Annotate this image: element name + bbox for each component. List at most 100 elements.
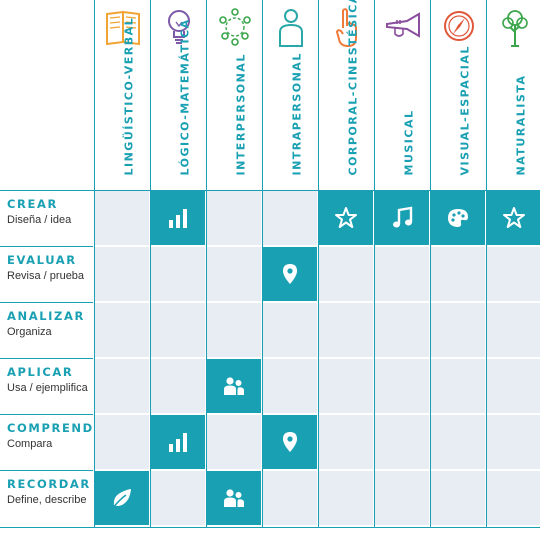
grid-cell	[262, 414, 318, 470]
grid-cell	[430, 190, 486, 246]
star-icon	[502, 206, 526, 230]
grid-cell	[318, 246, 374, 302]
column-header: MUSICAL	[374, 0, 430, 190]
grid-cell	[206, 358, 262, 414]
row-subtitle: Define, describe	[7, 494, 87, 506]
grid-cell	[318, 302, 374, 358]
grid-cell	[486, 470, 540, 526]
grid-line	[430, 190, 431, 528]
column-header: NATURALISTA	[486, 0, 540, 190]
column-label: NATURALISTA	[514, 74, 527, 176]
grid-line	[0, 527, 540, 528]
grid-cell	[430, 358, 486, 414]
grid-line	[150, 190, 151, 528]
row-label: EVALUAR Revisa / prueba	[0, 246, 93, 302]
grid-cell	[150, 358, 206, 414]
person-icon	[273, 6, 309, 50]
grid-cell	[206, 246, 262, 302]
row-subtitle: Compara	[7, 438, 53, 450]
grid-line	[94, 190, 95, 528]
book-icon	[105, 6, 141, 50]
grid-line	[486, 190, 487, 528]
grid-cell	[206, 414, 262, 470]
column-label: CORPORAL-CINESTÉSICA	[346, 0, 359, 176]
column-label: VISUAL-ESPACIAL	[458, 45, 471, 176]
hand-icon	[329, 6, 365, 50]
grid-line	[262, 190, 263, 528]
grid-cell	[486, 190, 540, 246]
column-header: INTRAPERSONAL	[262, 0, 318, 190]
grid-cell	[318, 358, 374, 414]
grid-cell	[94, 246, 150, 302]
row-label: COMPRENDER Compara	[0, 414, 114, 470]
palette-icon	[446, 206, 470, 230]
column-label: INTERPERSONAL	[234, 53, 247, 176]
row-subtitle: Revisa / prueba	[7, 270, 85, 282]
row-subtitle: Diseña / idea	[7, 214, 72, 226]
star-icon	[334, 206, 358, 230]
trumpet-icon	[385, 6, 421, 50]
grid-cell	[430, 302, 486, 358]
music-note-icon	[390, 206, 414, 230]
column-header: LÓGICO-MATEMÁTICA	[150, 0, 206, 190]
row-title: EVALUAR	[7, 253, 77, 267]
column-label: LÓGICO-MATEMÁTICA	[178, 18, 191, 176]
grid-cell	[206, 302, 262, 358]
people-icon	[222, 486, 246, 510]
grid-line	[318, 190, 319, 528]
grid-line	[0, 190, 540, 191]
grid-cell	[486, 246, 540, 302]
tree-icon	[497, 6, 533, 50]
grid-cell	[318, 414, 374, 470]
grid-line	[206, 190, 207, 528]
row-title: ANALIZAR	[7, 309, 85, 323]
row-title: APLICAR	[7, 365, 74, 379]
column-header: VISUAL-ESPACIAL	[430, 0, 486, 190]
grid-cell	[374, 470, 430, 526]
bar-chart-icon	[166, 430, 190, 454]
row-label: ANALIZAR Organiza	[0, 302, 93, 358]
row-subtitle: Organiza	[7, 326, 52, 338]
grid-cell	[430, 470, 486, 526]
grid-cell	[94, 470, 150, 526]
grid-cell	[486, 302, 540, 358]
grid-cell	[150, 246, 206, 302]
column-label: LINGÜÍSTICO-VERBAL	[122, 16, 135, 176]
grid-line	[374, 190, 375, 528]
grid-cell	[150, 414, 206, 470]
column-label: MUSICAL	[402, 109, 415, 176]
row-label: CREAR Diseña / idea	[0, 190, 93, 246]
grid-cell	[374, 190, 430, 246]
row-title: COMPRENDER	[7, 421, 114, 435]
grid-cell	[430, 414, 486, 470]
grid-cell	[374, 302, 430, 358]
bar-chart-icon	[166, 206, 190, 230]
people-circle-icon	[217, 6, 253, 50]
row-label: APLICAR Usa / ejemplifica	[0, 358, 93, 414]
row-title: CREAR	[7, 197, 58, 211]
grid-cell	[94, 414, 150, 470]
grid-cell	[150, 190, 206, 246]
grid-cell	[94, 302, 150, 358]
grid-cell	[262, 190, 318, 246]
grid-cell	[206, 190, 262, 246]
column-header: INTERPERSONAL	[206, 0, 262, 190]
map-pin-icon	[278, 262, 302, 286]
grid-cell	[262, 302, 318, 358]
compass-icon	[441, 6, 477, 50]
lightbulb-icon	[161, 6, 197, 50]
grid-cell	[374, 358, 430, 414]
column-header: LINGÜÍSTICO-VERBAL	[94, 0, 150, 190]
grid-cell	[374, 246, 430, 302]
grid-cell	[150, 302, 206, 358]
grid-cell	[486, 414, 540, 470]
grid-cell	[486, 358, 540, 414]
people-icon	[222, 374, 246, 398]
row-label: RECORDAR Define, describe	[0, 470, 93, 526]
grid-cell	[150, 470, 206, 526]
column-label: INTRAPERSONAL	[290, 52, 303, 176]
grid-cell	[262, 358, 318, 414]
map-pin-icon	[278, 430, 302, 454]
row-subtitle: Usa / ejemplifica	[7, 382, 88, 394]
